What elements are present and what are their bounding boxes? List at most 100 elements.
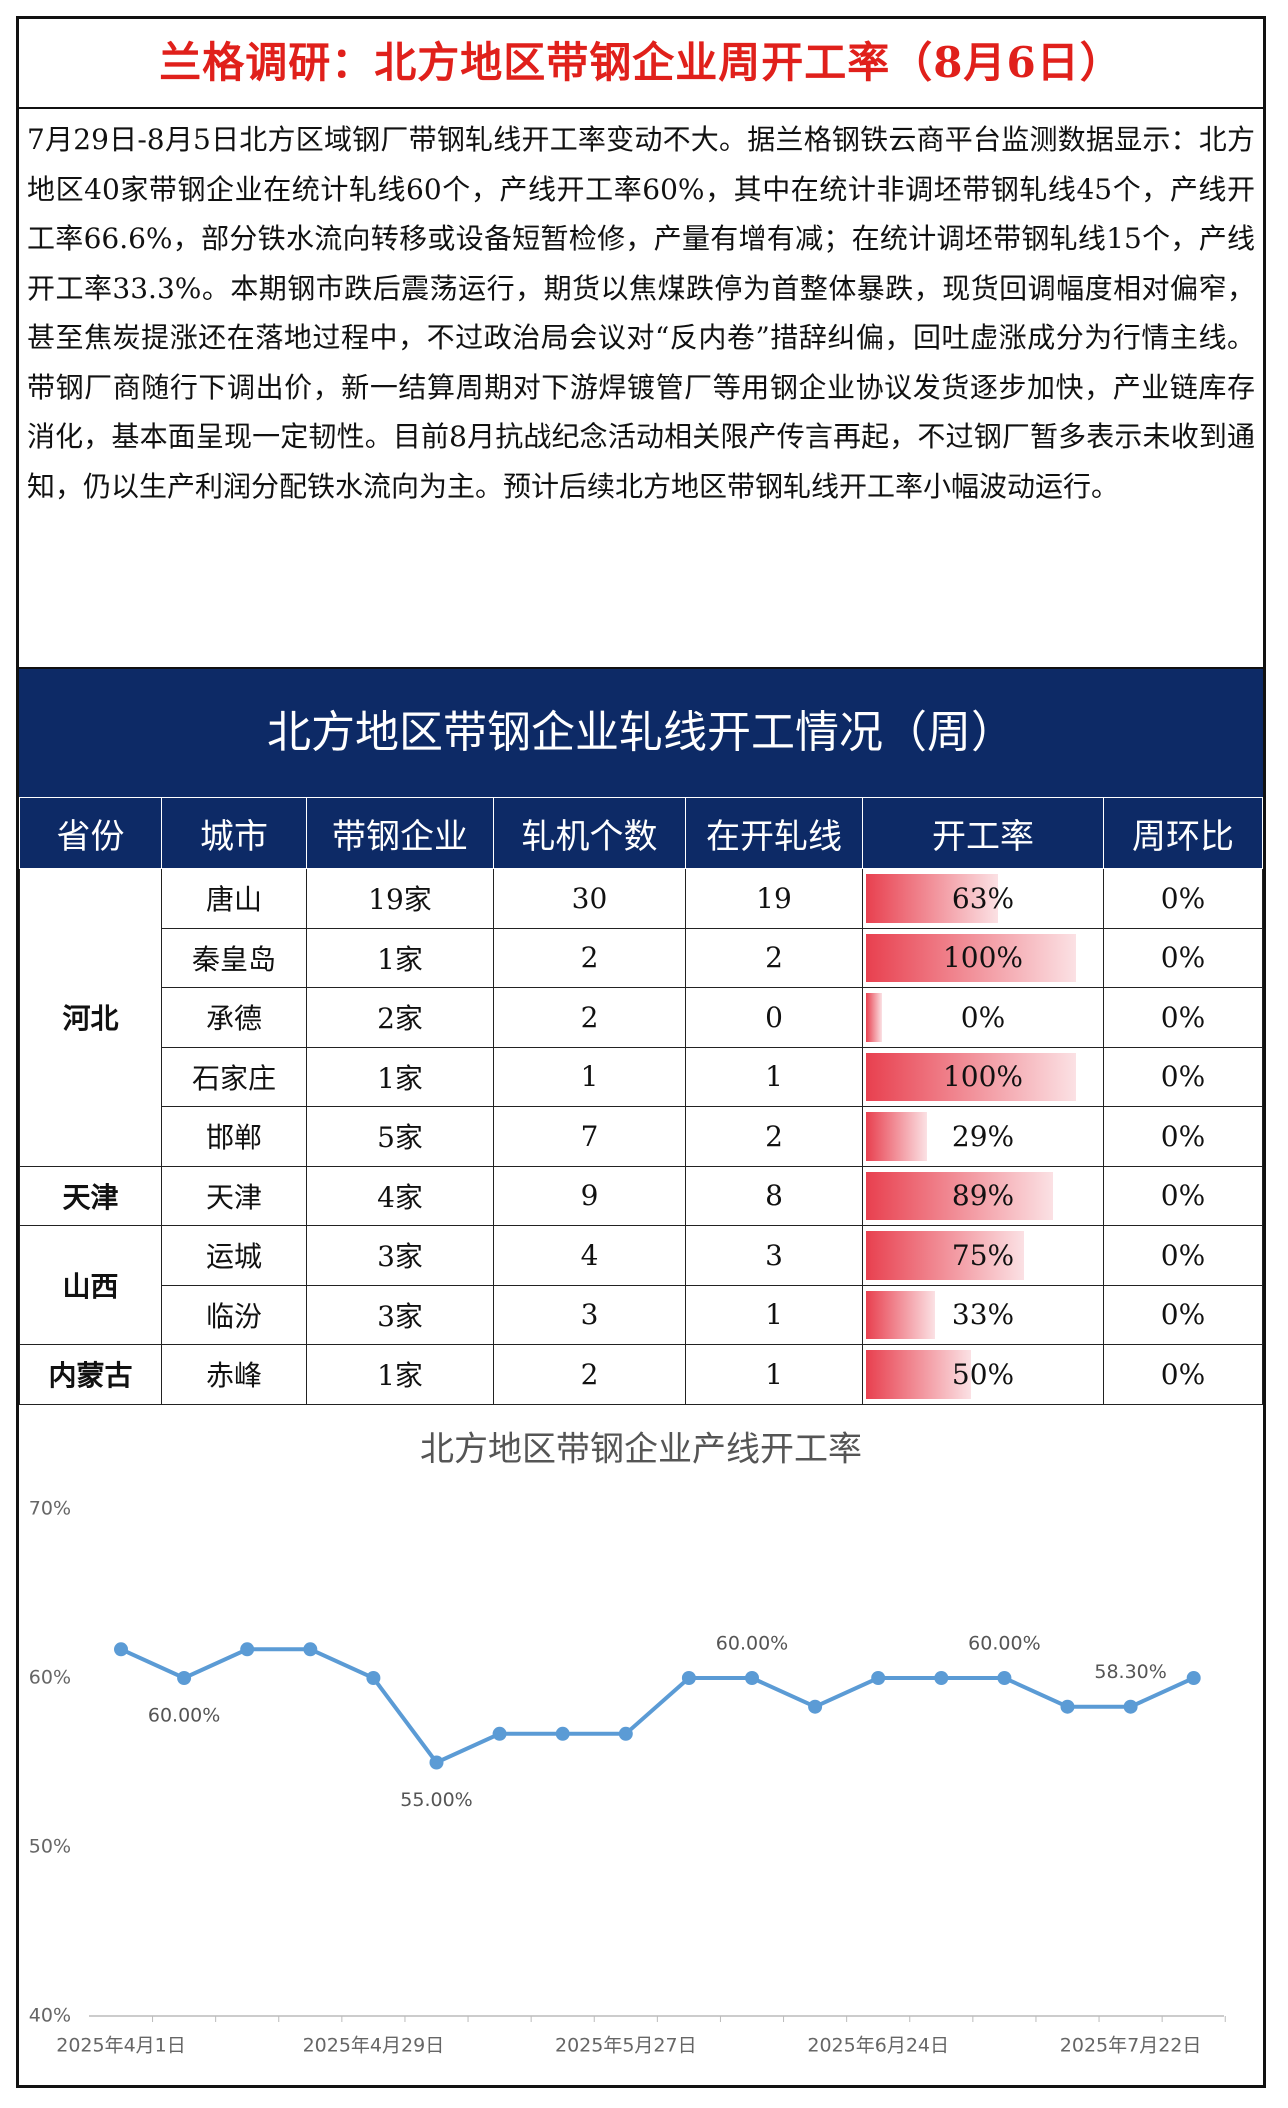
city-cell: 天津: [161, 1165, 307, 1226]
rate-bar: [866, 1350, 971, 1399]
open-cell: 1: [685, 1046, 863, 1107]
table-row: 承德 2家 2 0 0% 0%: [20, 987, 1263, 1048]
column-header: 在开轧线: [685, 797, 863, 869]
x-tick-label: 2025年6月24日: [807, 2034, 949, 2056]
table-row: 邯郸 5家 7 2 29% 0%: [20, 1106, 1263, 1167]
rate-label: 50%: [951, 1357, 1015, 1391]
column-header: 带钢企业: [306, 797, 494, 869]
data-table: 省份 城市 带钢企业 轧机个数 在开轧线 开工率 周环比 河北 唐山 19家 30 19 63% 0% 秦…: [19, 797, 1263, 1405]
city-cell: 邯郸: [161, 1106, 307, 1167]
table-row: 河北 唐山 19家 30 19 63% 0%: [19, 868, 1263, 1167]
mills-cell: 30: [493, 868, 686, 929]
wow-cell: 0%: [1103, 927, 1263, 988]
wow-cell: 0%: [1103, 1106, 1263, 1167]
companies-cell: 19家: [306, 868, 494, 929]
table-row: 山西 运城 3家 4 3 75% 0%: [19, 1225, 1263, 1345]
table-row: 秦皇岛 1家 2 2 100% 0%: [20, 927, 1263, 988]
mills-cell: 4: [493, 1225, 686, 1286]
province-cell: 山西: [19, 1225, 162, 1345]
rate-cell: 33%: [862, 1284, 1104, 1345]
table-row: 石家庄 1家 1 1 100% 0%: [20, 1046, 1263, 1107]
body-text: 7月29日-8月5日北方区域钢厂带钢轧线开工率变动不大。据兰格钢铁云商平台监测数…: [19, 109, 1263, 669]
data-point: [429, 1755, 444, 1769]
rate-cell: 63%: [862, 868, 1104, 929]
wow-cell: 0%: [1103, 868, 1263, 929]
y-tick-label: 50%: [29, 1835, 71, 1857]
page-title: 兰格调研：北方地区带钢企业周开工率（8月6日）: [19, 19, 1263, 109]
table-row: 内蒙古 赤峰 1家 2 1 50% 0%: [19, 1344, 1263, 1405]
wow-cell: 0%: [1103, 1046, 1263, 1107]
column-header: 周环比: [1103, 797, 1263, 869]
rate-label: 100%: [942, 1060, 1024, 1094]
data-label: 58.30%: [1094, 1661, 1166, 1683]
data-label: 60.00%: [968, 1632, 1040, 1654]
y-tick-label: 60%: [29, 1666, 71, 1688]
rate-cell: 100%: [862, 927, 1104, 988]
column-header: 开工率: [862, 797, 1104, 869]
data-point: [240, 1641, 255, 1656]
open-cell: 2: [685, 1106, 863, 1167]
wow-cell: 0%: [1103, 1344, 1263, 1405]
rate-cell: 89%: [862, 1165, 1104, 1226]
wow-cell: 0%: [1103, 1225, 1263, 1286]
x-tick-label: 2025年4月29日: [303, 2034, 445, 2056]
rate-label: 0%: [960, 1000, 1006, 1034]
data-point: [618, 1726, 633, 1741]
rate-label: 63%: [951, 881, 1015, 915]
data-point: [366, 1670, 381, 1685]
mills-cell: 1: [493, 1046, 686, 1107]
rate-label: 100%: [942, 941, 1024, 975]
y-tick-label: 70%: [29, 1497, 71, 1519]
rate-cell: 29%: [862, 1106, 1104, 1167]
chart-title: 北方地区带钢企业产线开工率: [420, 1429, 862, 1469]
rate-label: 89%: [951, 1179, 1015, 1213]
series-line: [120, 1646, 1195, 1765]
y-tick-label: 40%: [29, 2004, 71, 2026]
data-point: [934, 1670, 949, 1685]
rate-cell: 100%: [862, 1046, 1104, 1107]
data-label: 60.00%: [716, 1632, 788, 1654]
rate-label: 75%: [951, 1238, 1015, 1272]
open-cell: 8: [685, 1165, 863, 1226]
companies-cell: 2家: [306, 987, 494, 1048]
table-body: 河北 唐山 19家 30 19 63% 0% 秦皇岛 1家 2 2 100% 0% 承德 2家 2 0 0% 0% 石…: [19, 868, 1263, 1405]
rate-bar: [866, 1290, 936, 1339]
table-row: 临汾 3家 3 1 33% 0%: [20, 1284, 1263, 1345]
city-cell: 秦皇岛: [161, 927, 307, 988]
mills-cell: 9: [493, 1165, 686, 1226]
rate-label: 29%: [951, 1119, 1015, 1153]
page-frame: 兰格调研：北方地区带钢企业周开工率（8月6日） 7月29日-8月5日北方区域钢厂…: [16, 16, 1266, 2088]
x-tick-label: 2025年7月22日: [1060, 2034, 1202, 2056]
data-point: [1060, 1699, 1075, 1714]
x-tick-label: 2025年4月1日: [56, 2034, 186, 2056]
open-cell: 2: [685, 927, 863, 988]
column-header: 城市: [161, 797, 307, 869]
mills-cell: 2: [493, 987, 686, 1048]
rate-bar: [866, 874, 999, 923]
column-header: 省份: [19, 797, 162, 869]
city-cell: 赤峰: [161, 1344, 307, 1405]
rate-bar: [866, 933, 1076, 982]
mills-cell: 2: [493, 1344, 686, 1405]
data-label: 60.00%: [148, 1704, 220, 1726]
city-cell: 承德: [161, 987, 307, 1048]
rate-label: 33%: [951, 1298, 1015, 1332]
city-cell: 临汾: [161, 1284, 307, 1345]
wow-cell: 0%: [1103, 1165, 1263, 1226]
rate-bar: [866, 1231, 1024, 1280]
companies-cell: 1家: [306, 927, 494, 988]
data-point: [1186, 1670, 1201, 1685]
table-row: 天津 天津 4家 9 8 89% 0%: [19, 1165, 1263, 1226]
wow-cell: 0%: [1103, 987, 1263, 1048]
data-point: [303, 1641, 318, 1656]
mills-cell: 2: [493, 927, 686, 988]
data-point: [871, 1670, 886, 1685]
data-point: [492, 1726, 507, 1741]
data-point: [745, 1670, 759, 1685]
rate-bar: [866, 1112, 927, 1161]
companies-cell: 1家: [306, 1344, 494, 1405]
column-header: 轧机个数: [493, 797, 686, 869]
header-row: 省份 城市 带钢企业 轧机个数 在开轧线 开工率 周环比: [19, 797, 1263, 869]
province-cell: 河北: [19, 868, 162, 1167]
rate-cell: 50%: [862, 1344, 1104, 1405]
